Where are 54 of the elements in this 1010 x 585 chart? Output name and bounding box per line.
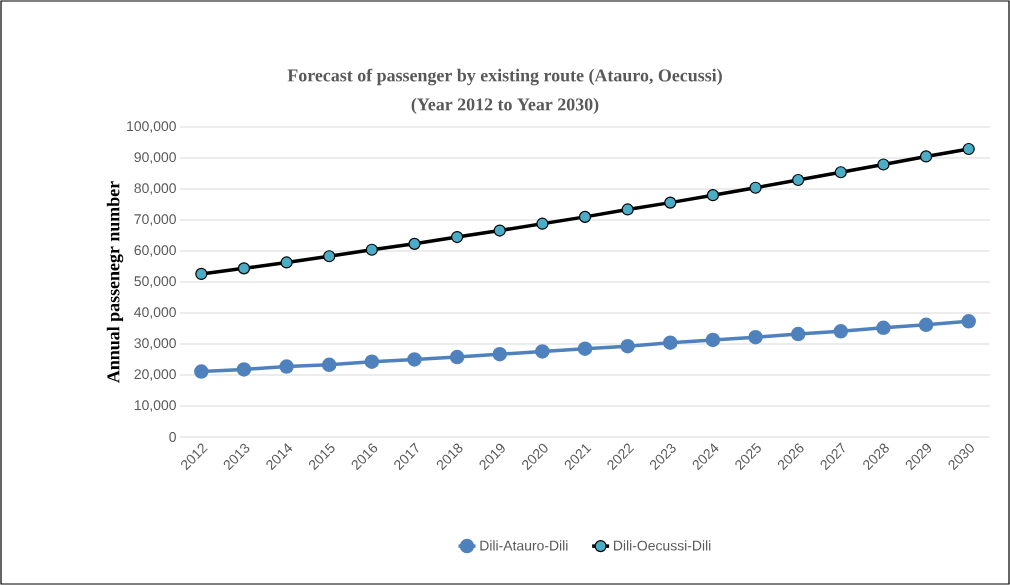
point (364, 354, 380, 369)
point (451, 230, 464, 244)
point (407, 352, 422, 367)
point (408, 237, 421, 250)
point (663, 335, 678, 350)
point (790, 326, 806, 342)
point (664, 196, 677, 209)
point (706, 189, 720, 202)
point (877, 158, 890, 171)
chart-title: Forecast of passenger by existing route (Atauro, Oecussi) (287, 68, 722, 86)
point (577, 341, 593, 356)
point (323, 250, 336, 263)
legend-label: Dili-Oecussi-Dili (614, 540, 711, 551)
y-tick-label: 0 (169, 432, 176, 442)
point (321, 357, 337, 372)
y-tick-label: 80,000 (134, 183, 176, 195)
point (748, 329, 763, 345)
point (578, 210, 592, 223)
point (621, 203, 634, 216)
point (195, 267, 208, 281)
point (279, 359, 294, 374)
point (237, 262, 251, 275)
point (236, 362, 252, 377)
y-tick-label: 70,000 (134, 214, 176, 226)
point (705, 332, 721, 348)
point (792, 173, 805, 187)
point (919, 150, 933, 163)
point (365, 243, 378, 256)
point (492, 346, 507, 362)
point (918, 317, 934, 333)
chart-subtitle: (Year 2012 to Year 2030) (411, 97, 599, 115)
point (620, 338, 635, 354)
point (536, 217, 549, 230)
y-tick-label: 100,000 (127, 121, 176, 133)
point (834, 166, 847, 179)
legend-label: Dili-Atauro-Dili (480, 540, 568, 551)
point (449, 349, 465, 365)
point (280, 256, 293, 269)
point (876, 320, 891, 336)
y-tick-label: 50,000 (134, 276, 176, 288)
y-tick-label: 30,000 (134, 338, 176, 350)
point (749, 181, 762, 194)
point (962, 142, 975, 156)
y-tick-label: 60,000 (134, 245, 176, 257)
point (961, 314, 976, 329)
y-tick-label: 40,000 (134, 307, 176, 319)
y-axis-title: Annual passenegr number (106, 181, 124, 383)
y-tick-label: 20,000 (134, 369, 176, 381)
point (493, 224, 506, 237)
y-tick-label: 10,000 (134, 400, 176, 412)
y-tick-label: 90,000 (134, 152, 176, 164)
point (535, 344, 550, 359)
point (194, 364, 209, 379)
point (833, 324, 849, 339)
